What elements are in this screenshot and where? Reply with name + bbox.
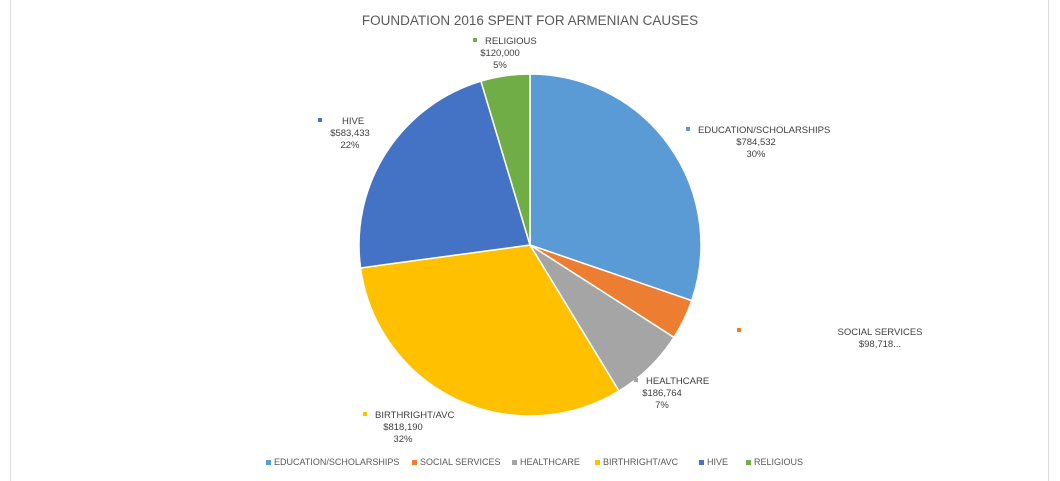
data-label-value-birthright-avc: $818,190 [383, 422, 423, 433]
legend-item-birthright-avc: BIRTHRIGHT/AVC [595, 457, 679, 467]
data-label-marker-birthright-avc [363, 412, 367, 416]
data-label-percent-healthcare: 7% [655, 400, 669, 411]
data-label-percent-birthright-avc: 32% [393, 434, 413, 445]
data-label-value-religious: $120,000 [480, 48, 520, 59]
data-label-percent-religious: 5% [493, 60, 507, 71]
data-label-category-religious: RELIGIOUS [485, 36, 537, 47]
legend-item-healthcare: HEALTHCARE [512, 457, 580, 467]
data-label-percent-education-scholarships: 30% [746, 149, 766, 160]
chart-frame-right-border [1048, 0, 1049, 481]
chart-title: FOUNDATION 2016 SPENT FOR ARMENIAN CAUSE… [362, 13, 698, 28]
data-label-value-healthcare: $186,764 [642, 388, 682, 399]
legend-item-hive: HIVE [699, 457, 728, 467]
legend-item-religious: RELIGIOUS [746, 457, 803, 467]
data-label-marker-hive [318, 118, 322, 122]
data-label-category-healthcare: HEALTHCARE [646, 376, 709, 387]
data-label-category-birthright-avc: BIRTHRIGHT/AVC [375, 410, 454, 421]
data-label-marker-religious [473, 38, 477, 42]
legend-swatch-birthright-avc [595, 460, 600, 465]
legend-item-social-services: SOCIAL SERVICES [412, 457, 501, 467]
pie-slice-hive [358, 80, 531, 269]
pie-slice-religious [480, 73, 531, 246]
legend-label-education-scholarships: EDUCATION/SCHOLARSHIPS [274, 457, 399, 467]
pie-slice-education-scholarships [529, 73, 702, 302]
legend-swatch-education-scholarships [266, 460, 271, 465]
data-label-marker-healthcare [634, 378, 638, 382]
data-label-value-social-services: $98,718... [859, 339, 901, 350]
pie-slices [358, 73, 702, 417]
legend-label-religious: RELIGIOUS [754, 457, 803, 467]
legend-item-education-scholarships: EDUCATION/SCHOLARSHIPS [266, 457, 399, 467]
data-label-value-hive: $583,433 [330, 128, 370, 139]
legend: EDUCATION/SCHOLARSHIPS SOCIAL SERVICES HEA… [266, 457, 803, 467]
data-label-category-education-scholarships: EDUCATION/SCHOLARSHIPS [698, 125, 830, 136]
legend-label-healthcare: HEALTHCARE [520, 457, 580, 467]
data-label-social-services: SOCIAL SERVICES$98,718... [737, 327, 923, 350]
legend-label-birthright-avc: BIRTHRIGHT/AVC [603, 457, 679, 467]
legend-swatch-religious [746, 460, 751, 465]
legend-swatch-hive [699, 460, 704, 465]
data-label-category-hive: HIVE [342, 116, 364, 127]
legend-label-social-services: SOCIAL SERVICES [420, 457, 501, 467]
legend-swatch-healthcare [512, 460, 517, 465]
data-label-value-education-scholarships: $784,532 [736, 137, 776, 148]
legend-swatch-social-services [412, 460, 417, 465]
data-label-marker-social-services [737, 328, 741, 332]
data-label-category-social-services: SOCIAL SERVICES [837, 327, 922, 338]
data-label-percent-hive: 22% [340, 140, 360, 151]
pie-slice-birthright-avc [359, 244, 621, 417]
data-label-marker-education-scholarships [686, 127, 690, 131]
legend-label-hive: HIVE [707, 457, 728, 467]
chart-frame-left-border [10, 0, 11, 481]
